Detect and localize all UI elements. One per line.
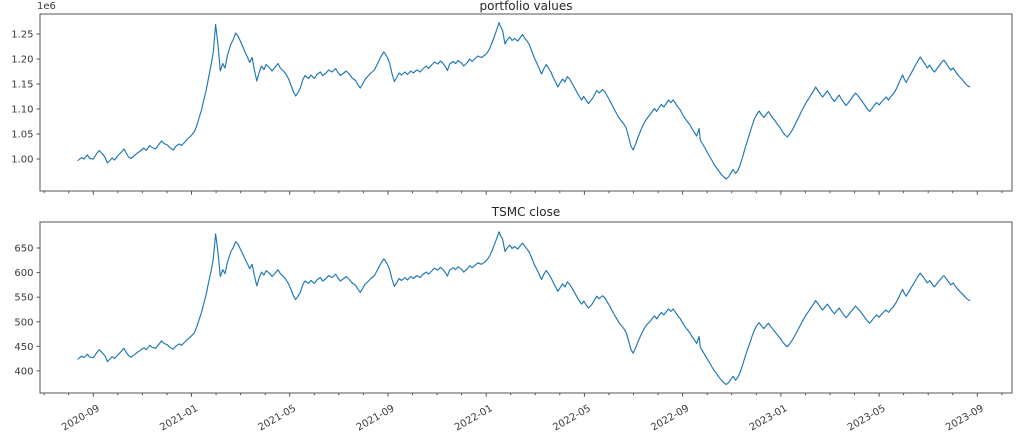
y-tick-label: 550 [14, 293, 33, 304]
tsmc-close-line [77, 231, 971, 386]
x-tick-label: 2023-01 [748, 403, 790, 433]
y-tick-label: 450 [14, 342, 33, 353]
x-tick-label: 2021-09 [355, 403, 397, 433]
tsmc-close-axes: 400 450 500 550 600 650 2020-09 2021-01 2021-05 2… [14, 221, 1013, 433]
plot-border [39, 221, 1013, 394]
portfolio-values-line [77, 21, 971, 180]
bottom-chart-title: TSMC close [491, 205, 561, 219]
y-tick-label: 1.05 [11, 130, 33, 141]
y-tick-label: 1.25 [11, 30, 33, 41]
y-tick-label: 500 [14, 317, 33, 328]
portfolio-values-axes: 1.00 1.05 1.10 1.15 1.20 1.25 [11, 13, 1013, 195]
y-tick-label: 650 [14, 244, 33, 255]
x-tick-label: 2023-05 [846, 403, 888, 433]
y-tick-label: 1.10 [11, 105, 33, 116]
y-tick-label: 400 [14, 366, 33, 377]
x-tick-label: 2020-09 [60, 403, 102, 433]
top-chart-title: portfolio values [479, 0, 573, 13]
x-tick-label: 2023-09 [944, 403, 986, 433]
y-tick-label: 600 [14, 268, 33, 279]
plot-border [39, 13, 1013, 192]
y-tick-label: 1.15 [11, 80, 33, 91]
y-tick-label: 1.20 [11, 55, 33, 66]
x-tick-label: 2021-05 [257, 403, 299, 433]
x-tick-label: 2022-05 [551, 403, 593, 433]
y-axis-offset-label: 1e6 [37, 1, 56, 12]
x-tick-label: 2022-09 [649, 403, 691, 433]
x-tick-label: 2022-01 [453, 403, 495, 433]
y-tick-label: 1.00 [11, 155, 33, 166]
x-tick-label: 2021-01 [158, 403, 200, 433]
